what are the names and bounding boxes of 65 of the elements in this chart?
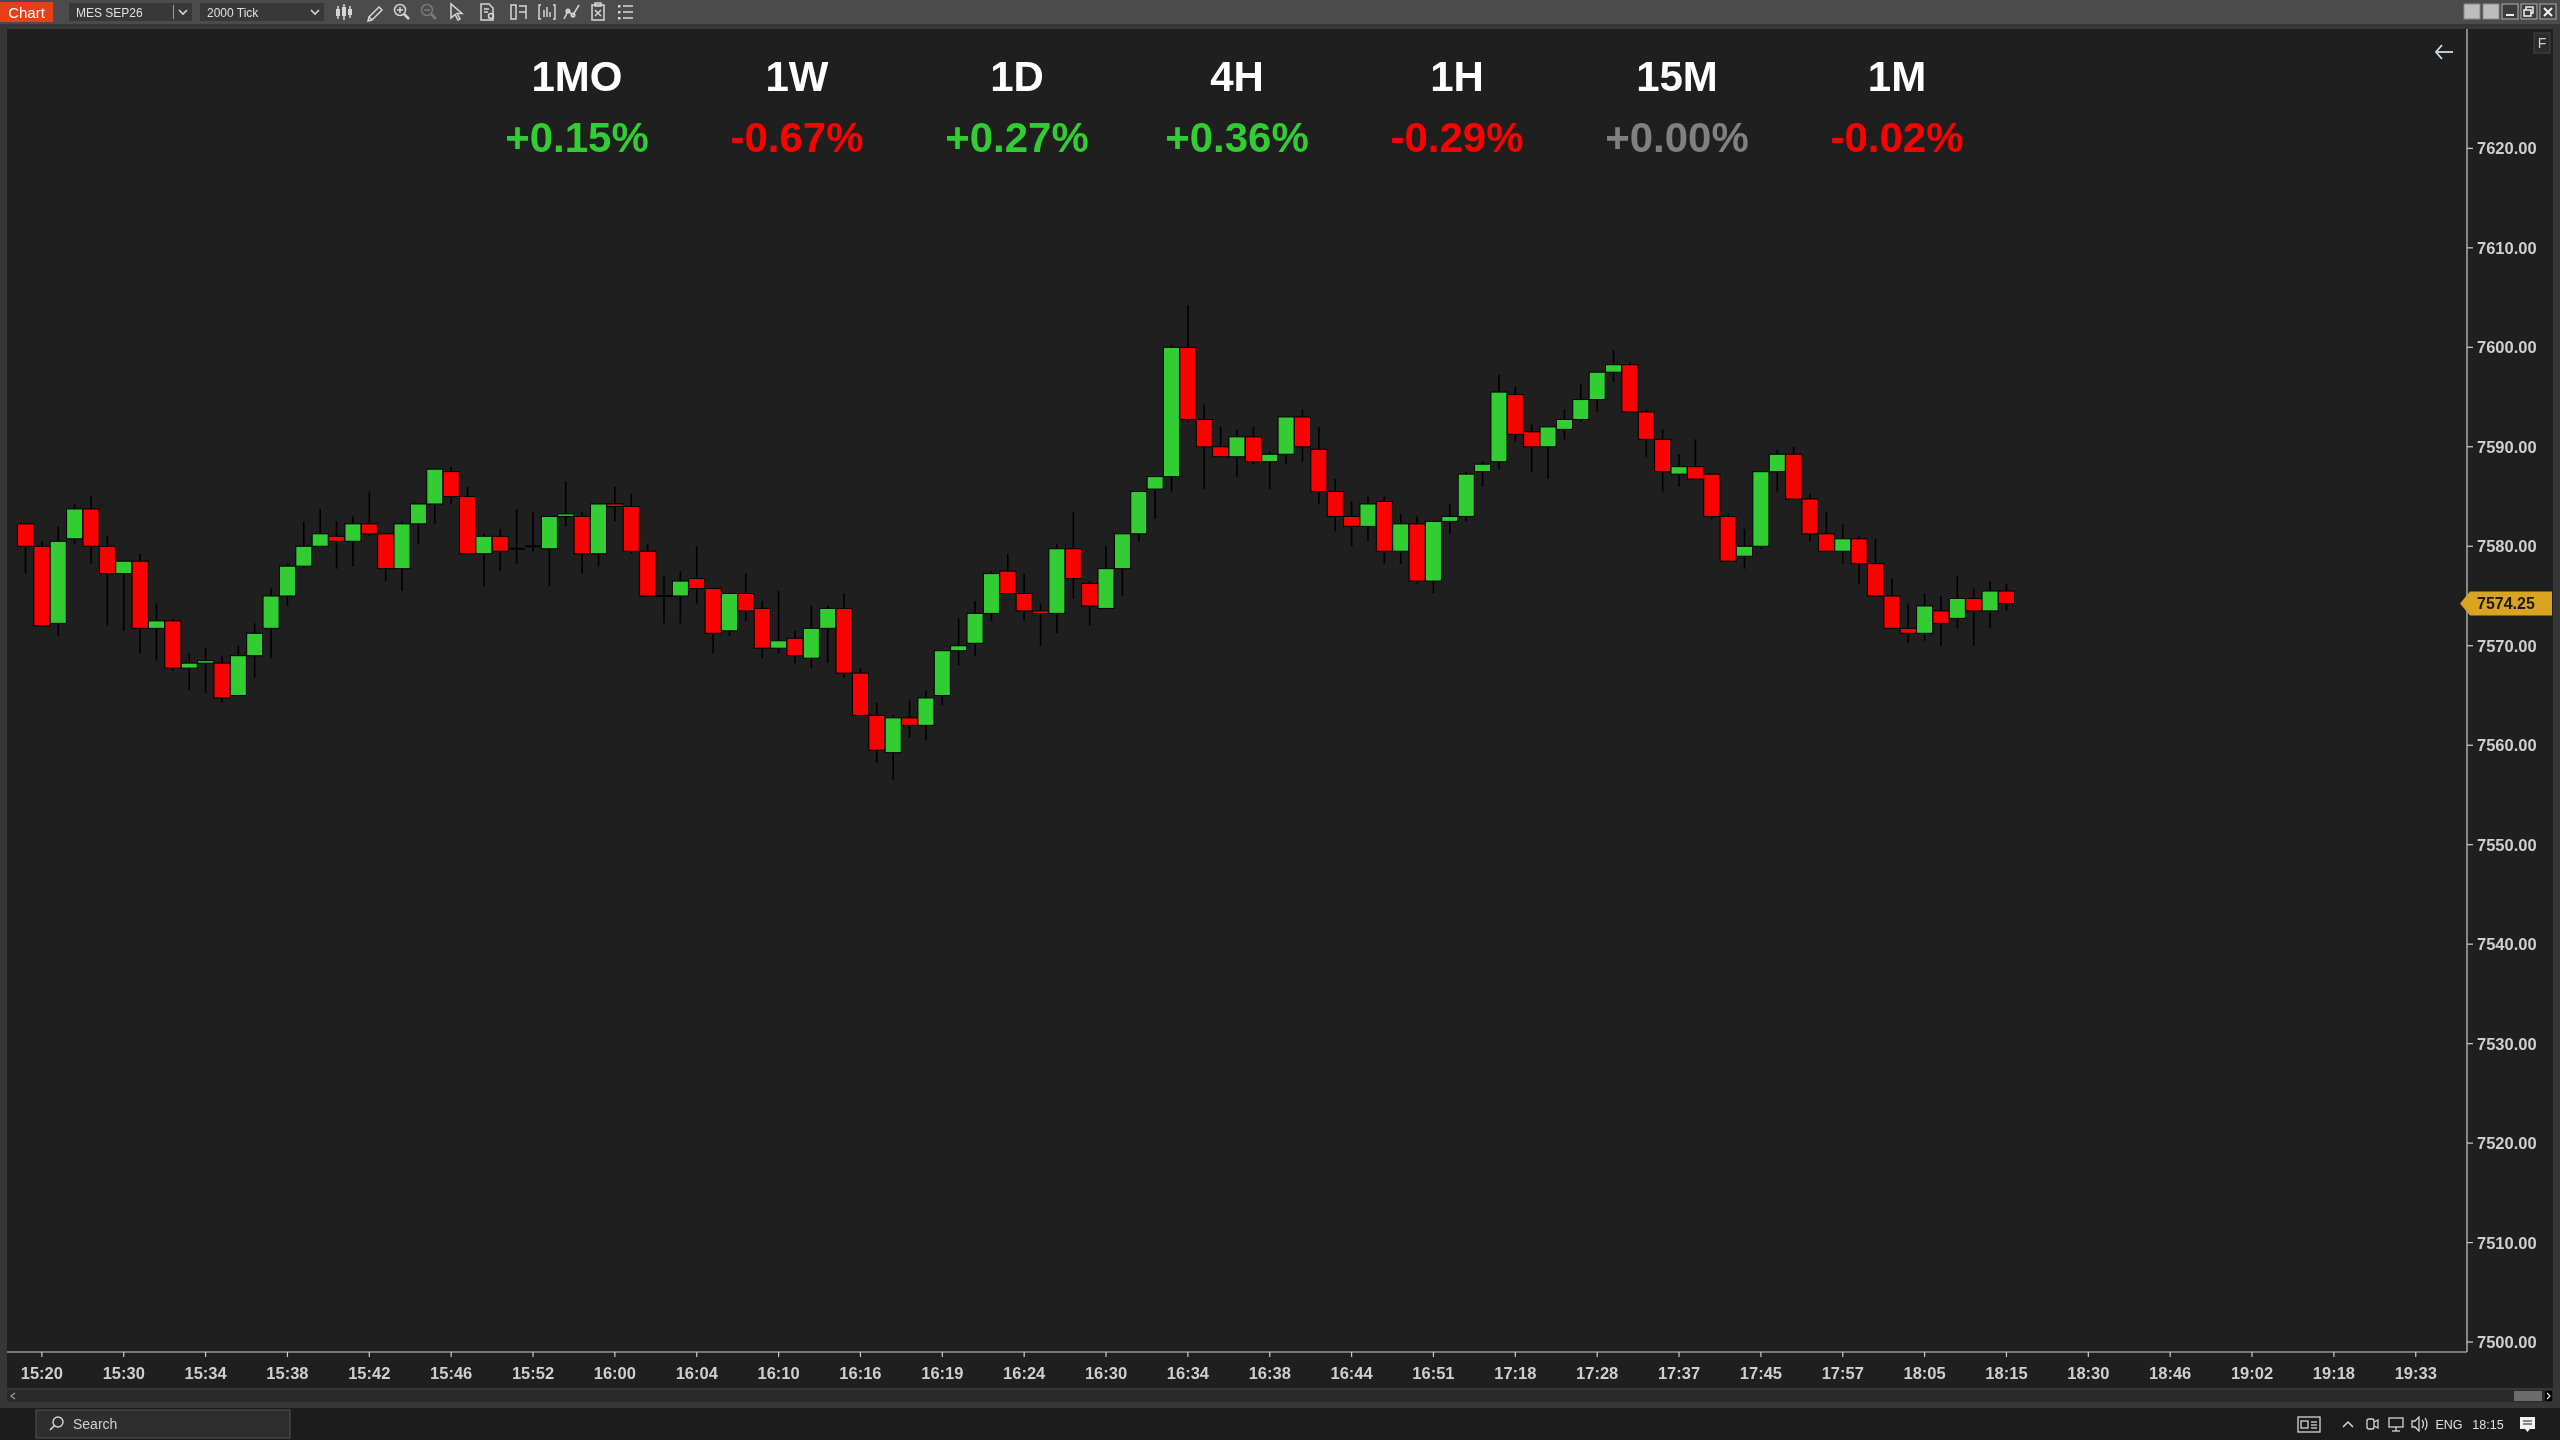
y-tick-label: 7550.00 xyxy=(2477,835,2537,854)
y-tick-label: 7540.00 xyxy=(2477,935,2537,954)
text: ENG xyxy=(2435,1418,2463,1432)
x-tick-label: 16:19 xyxy=(921,1364,964,1382)
x-tick-label: 18:46 xyxy=(2149,1364,2192,1382)
x-tick-label: 16:51 xyxy=(1412,1364,1455,1382)
x-tick-label: 16:16 xyxy=(839,1364,882,1382)
x-tick-label: 19:02 xyxy=(2230,1364,2274,1382)
y-tick-label: 7530.00 xyxy=(2477,1034,2537,1053)
category-label: 1D xyxy=(990,53,1044,100)
text: -0.67% xyxy=(730,114,864,161)
text: Chart xyxy=(8,3,46,21)
x-tick-label: 18:05 xyxy=(1903,1364,1946,1382)
x-tick-label: 16:00 xyxy=(593,1364,636,1382)
text: 7574.25 xyxy=(2477,594,2535,612)
x-tick-label: 17:18 xyxy=(1494,1364,1537,1382)
chart-subtitle: 2000 Tick xyxy=(207,5,260,20)
y-tick-label: 7590.00 xyxy=(2477,437,2537,456)
text: Search xyxy=(73,1416,118,1432)
y-tick-label: 7520.00 xyxy=(2477,1134,2537,1153)
x-tick-label: 16:24 xyxy=(1003,1364,1047,1382)
text: +0.00% xyxy=(1605,114,1749,161)
category-label: 15M xyxy=(1636,53,1718,100)
y-tick-label: 7620.00 xyxy=(2477,139,2537,158)
text: +0.15% xyxy=(505,114,649,161)
x-tick-label: 16:34 xyxy=(1166,1364,1210,1382)
text: -0.29% xyxy=(1390,114,1524,161)
category-label: 1H xyxy=(1430,53,1484,100)
y-tick-label: 7500.00 xyxy=(2477,1333,2537,1352)
y-tick-label: 7580.00 xyxy=(2477,537,2537,556)
x-tick-label: 16:44 xyxy=(1330,1364,1374,1382)
x-tick-label: 16:38 xyxy=(1248,1364,1291,1382)
x-tick-label: 18:30 xyxy=(2067,1364,2110,1382)
x-tick-label: 15:20 xyxy=(20,1364,63,1382)
x-tick-label: 19:18 xyxy=(2312,1364,2355,1382)
x-tick-label: 15:30 xyxy=(102,1364,145,1382)
x-tick-label: 16:30 xyxy=(1084,1364,1128,1382)
y-tick-label: 7600.00 xyxy=(2477,338,2537,357)
x-tick-label: 17:37 xyxy=(1657,1364,1701,1382)
y-tick-label: 7610.00 xyxy=(2477,238,2537,257)
text: -0.02% xyxy=(1830,114,1964,161)
category-label: 1W xyxy=(765,53,829,100)
text: +0.27% xyxy=(945,114,1089,161)
x-tick-label: 15:38 xyxy=(266,1364,309,1382)
x-tick-label: 16:10 xyxy=(757,1364,800,1382)
x-tick-label: 15:52 xyxy=(511,1364,555,1382)
x-tick-label: 19:33 xyxy=(2394,1364,2437,1382)
text: +0.36% xyxy=(1165,114,1309,161)
y-tick-label: 7570.00 xyxy=(2477,636,2537,655)
text: 18:15 xyxy=(2472,1418,2504,1432)
x-tick-label: 15:34 xyxy=(184,1364,228,1382)
chart-title: MES SEP26 xyxy=(76,5,144,20)
text: F xyxy=(2537,35,2547,51)
x-tick-label: 17:28 xyxy=(1576,1364,1619,1382)
category-label: 4H xyxy=(1210,53,1264,100)
x-tick-label: 15:46 xyxy=(430,1364,473,1382)
x-tick-label: 16:04 xyxy=(675,1364,719,1382)
x-tick-label: 18:15 xyxy=(1985,1364,2028,1382)
y-tick-label: 7560.00 xyxy=(2477,736,2537,755)
category-label: 1M xyxy=(1867,53,1927,100)
x-tick-label: 17:45 xyxy=(1739,1364,1782,1382)
x-tick-label: 15:42 xyxy=(348,1364,391,1382)
category-label: 1MO xyxy=(531,53,623,100)
y-tick-label: 7510.00 xyxy=(2477,1233,2537,1252)
x-tick-label: 17:57 xyxy=(1821,1364,1864,1382)
